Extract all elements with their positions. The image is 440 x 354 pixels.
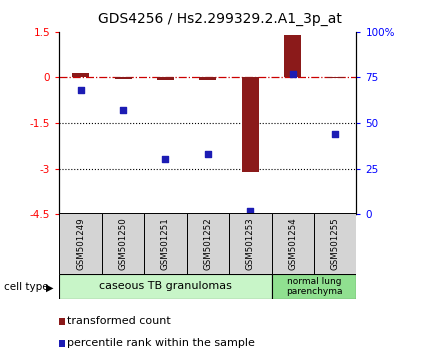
- Point: [162, 156, 169, 162]
- Point: [332, 131, 339, 137]
- Text: GSM501250: GSM501250: [118, 217, 128, 270]
- Bar: [102, 213, 144, 274]
- Text: ▶: ▶: [46, 282, 54, 292]
- Bar: [114, 78, 132, 79]
- Text: GSM501251: GSM501251: [161, 217, 170, 270]
- Bar: [59, 213, 102, 274]
- Bar: [59, 274, 271, 299]
- Bar: [187, 213, 229, 274]
- Bar: [271, 213, 314, 274]
- Text: GSM501255: GSM501255: [331, 217, 340, 270]
- Text: GSM501252: GSM501252: [203, 217, 213, 270]
- Text: transformed count: transformed count: [66, 316, 170, 326]
- Text: GSM501253: GSM501253: [246, 217, 255, 270]
- Point: [77, 87, 84, 93]
- Text: normal lung
parenchyma: normal lung parenchyma: [286, 277, 342, 296]
- Point: [120, 107, 127, 113]
- Bar: [144, 213, 187, 274]
- Bar: [242, 78, 259, 172]
- Text: cell type: cell type: [4, 282, 49, 292]
- Text: GDS4256 / Hs2.299329.2.A1_3p_at: GDS4256 / Hs2.299329.2.A1_3p_at: [98, 12, 342, 27]
- Text: GSM501254: GSM501254: [288, 217, 297, 270]
- Point: [289, 71, 296, 76]
- Point: [204, 151, 212, 157]
- Text: caseous TB granulomas: caseous TB granulomas: [99, 281, 232, 291]
- Bar: [72, 73, 89, 78]
- Bar: [271, 274, 356, 299]
- Text: GSM501249: GSM501249: [76, 217, 85, 270]
- Bar: [157, 78, 174, 80]
- Bar: [284, 35, 301, 78]
- Bar: [229, 213, 271, 274]
- Bar: [199, 78, 216, 80]
- Bar: [314, 213, 356, 274]
- Point: [247, 208, 254, 213]
- Text: percentile rank within the sample: percentile rank within the sample: [66, 338, 254, 348]
